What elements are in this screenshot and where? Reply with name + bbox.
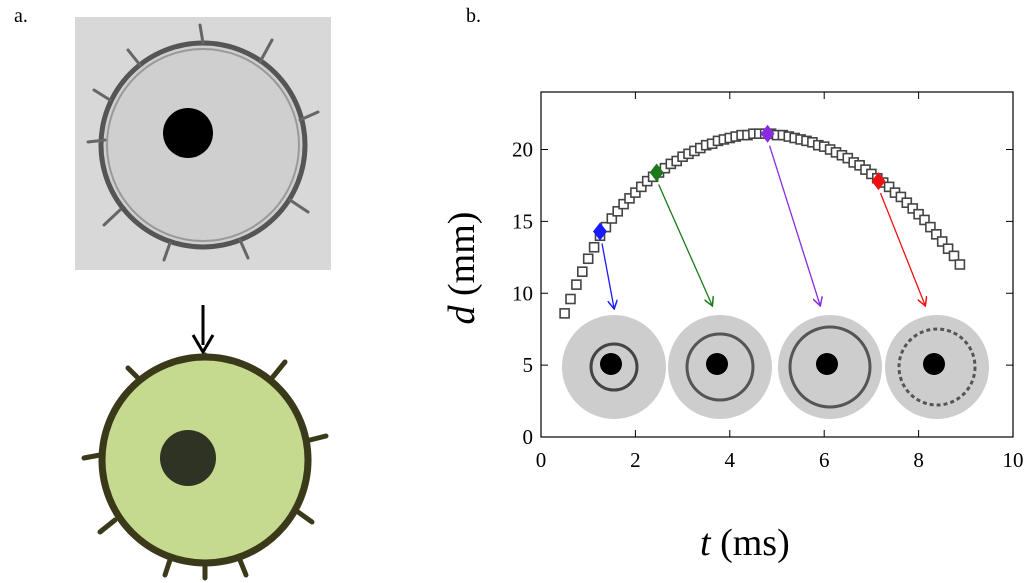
point xyxy=(635,181,647,193)
y-label-var: d xyxy=(441,304,483,324)
point xyxy=(565,293,576,305)
y-tick-label: 10 xyxy=(512,281,533,305)
photo xyxy=(75,17,331,270)
y-tick-label: 15 xyxy=(512,209,533,233)
point xyxy=(901,197,913,208)
point xyxy=(948,250,960,262)
point xyxy=(559,308,570,319)
point xyxy=(930,229,942,240)
highlight-point xyxy=(593,222,607,241)
arrow xyxy=(191,305,215,355)
arrow xyxy=(768,145,820,305)
arrow xyxy=(658,184,712,306)
x-tick-label: 10 xyxy=(1003,448,1024,472)
x-tick-label: 6 xyxy=(819,448,830,472)
y-tick-label: 0 xyxy=(523,425,534,449)
point xyxy=(907,203,919,214)
arrow xyxy=(879,192,925,305)
point xyxy=(588,241,600,253)
point xyxy=(936,236,948,247)
plot-frame xyxy=(540,91,1014,438)
x-tick-label: 8 xyxy=(913,448,924,472)
point xyxy=(942,243,954,254)
point xyxy=(582,253,594,265)
point xyxy=(630,187,641,198)
highlight-point xyxy=(760,124,775,143)
point xyxy=(612,206,624,217)
panel-label: b. xyxy=(466,5,481,27)
x-tick-label: 2 xyxy=(630,448,641,472)
inset-photos xyxy=(562,315,989,419)
x-label-unit: (ms) xyxy=(720,522,790,564)
x-tick-label: 4 xyxy=(725,448,736,472)
point xyxy=(925,221,936,233)
x-tick-label: 0 xyxy=(536,448,547,472)
y-axis-label: d (mm) xyxy=(441,212,483,325)
point xyxy=(571,279,582,290)
point xyxy=(954,259,966,270)
point xyxy=(618,198,629,210)
x-axis-label: t (ms) xyxy=(700,522,790,564)
point xyxy=(606,213,618,224)
x-label-var: t xyxy=(700,522,712,564)
point xyxy=(576,266,588,277)
panel-label: a. xyxy=(14,5,28,27)
point xyxy=(624,193,635,204)
point xyxy=(883,181,895,193)
y-label-unit: (mm) xyxy=(441,212,483,296)
point xyxy=(895,191,907,203)
highlight-point xyxy=(649,163,664,182)
highlight-point xyxy=(871,172,886,191)
point xyxy=(919,214,930,226)
y-tick-label: 20 xyxy=(512,138,533,162)
arrow xyxy=(601,243,614,308)
point xyxy=(913,208,924,220)
y-tick-label: 5 xyxy=(523,353,534,377)
segmented-photo xyxy=(81,352,329,581)
